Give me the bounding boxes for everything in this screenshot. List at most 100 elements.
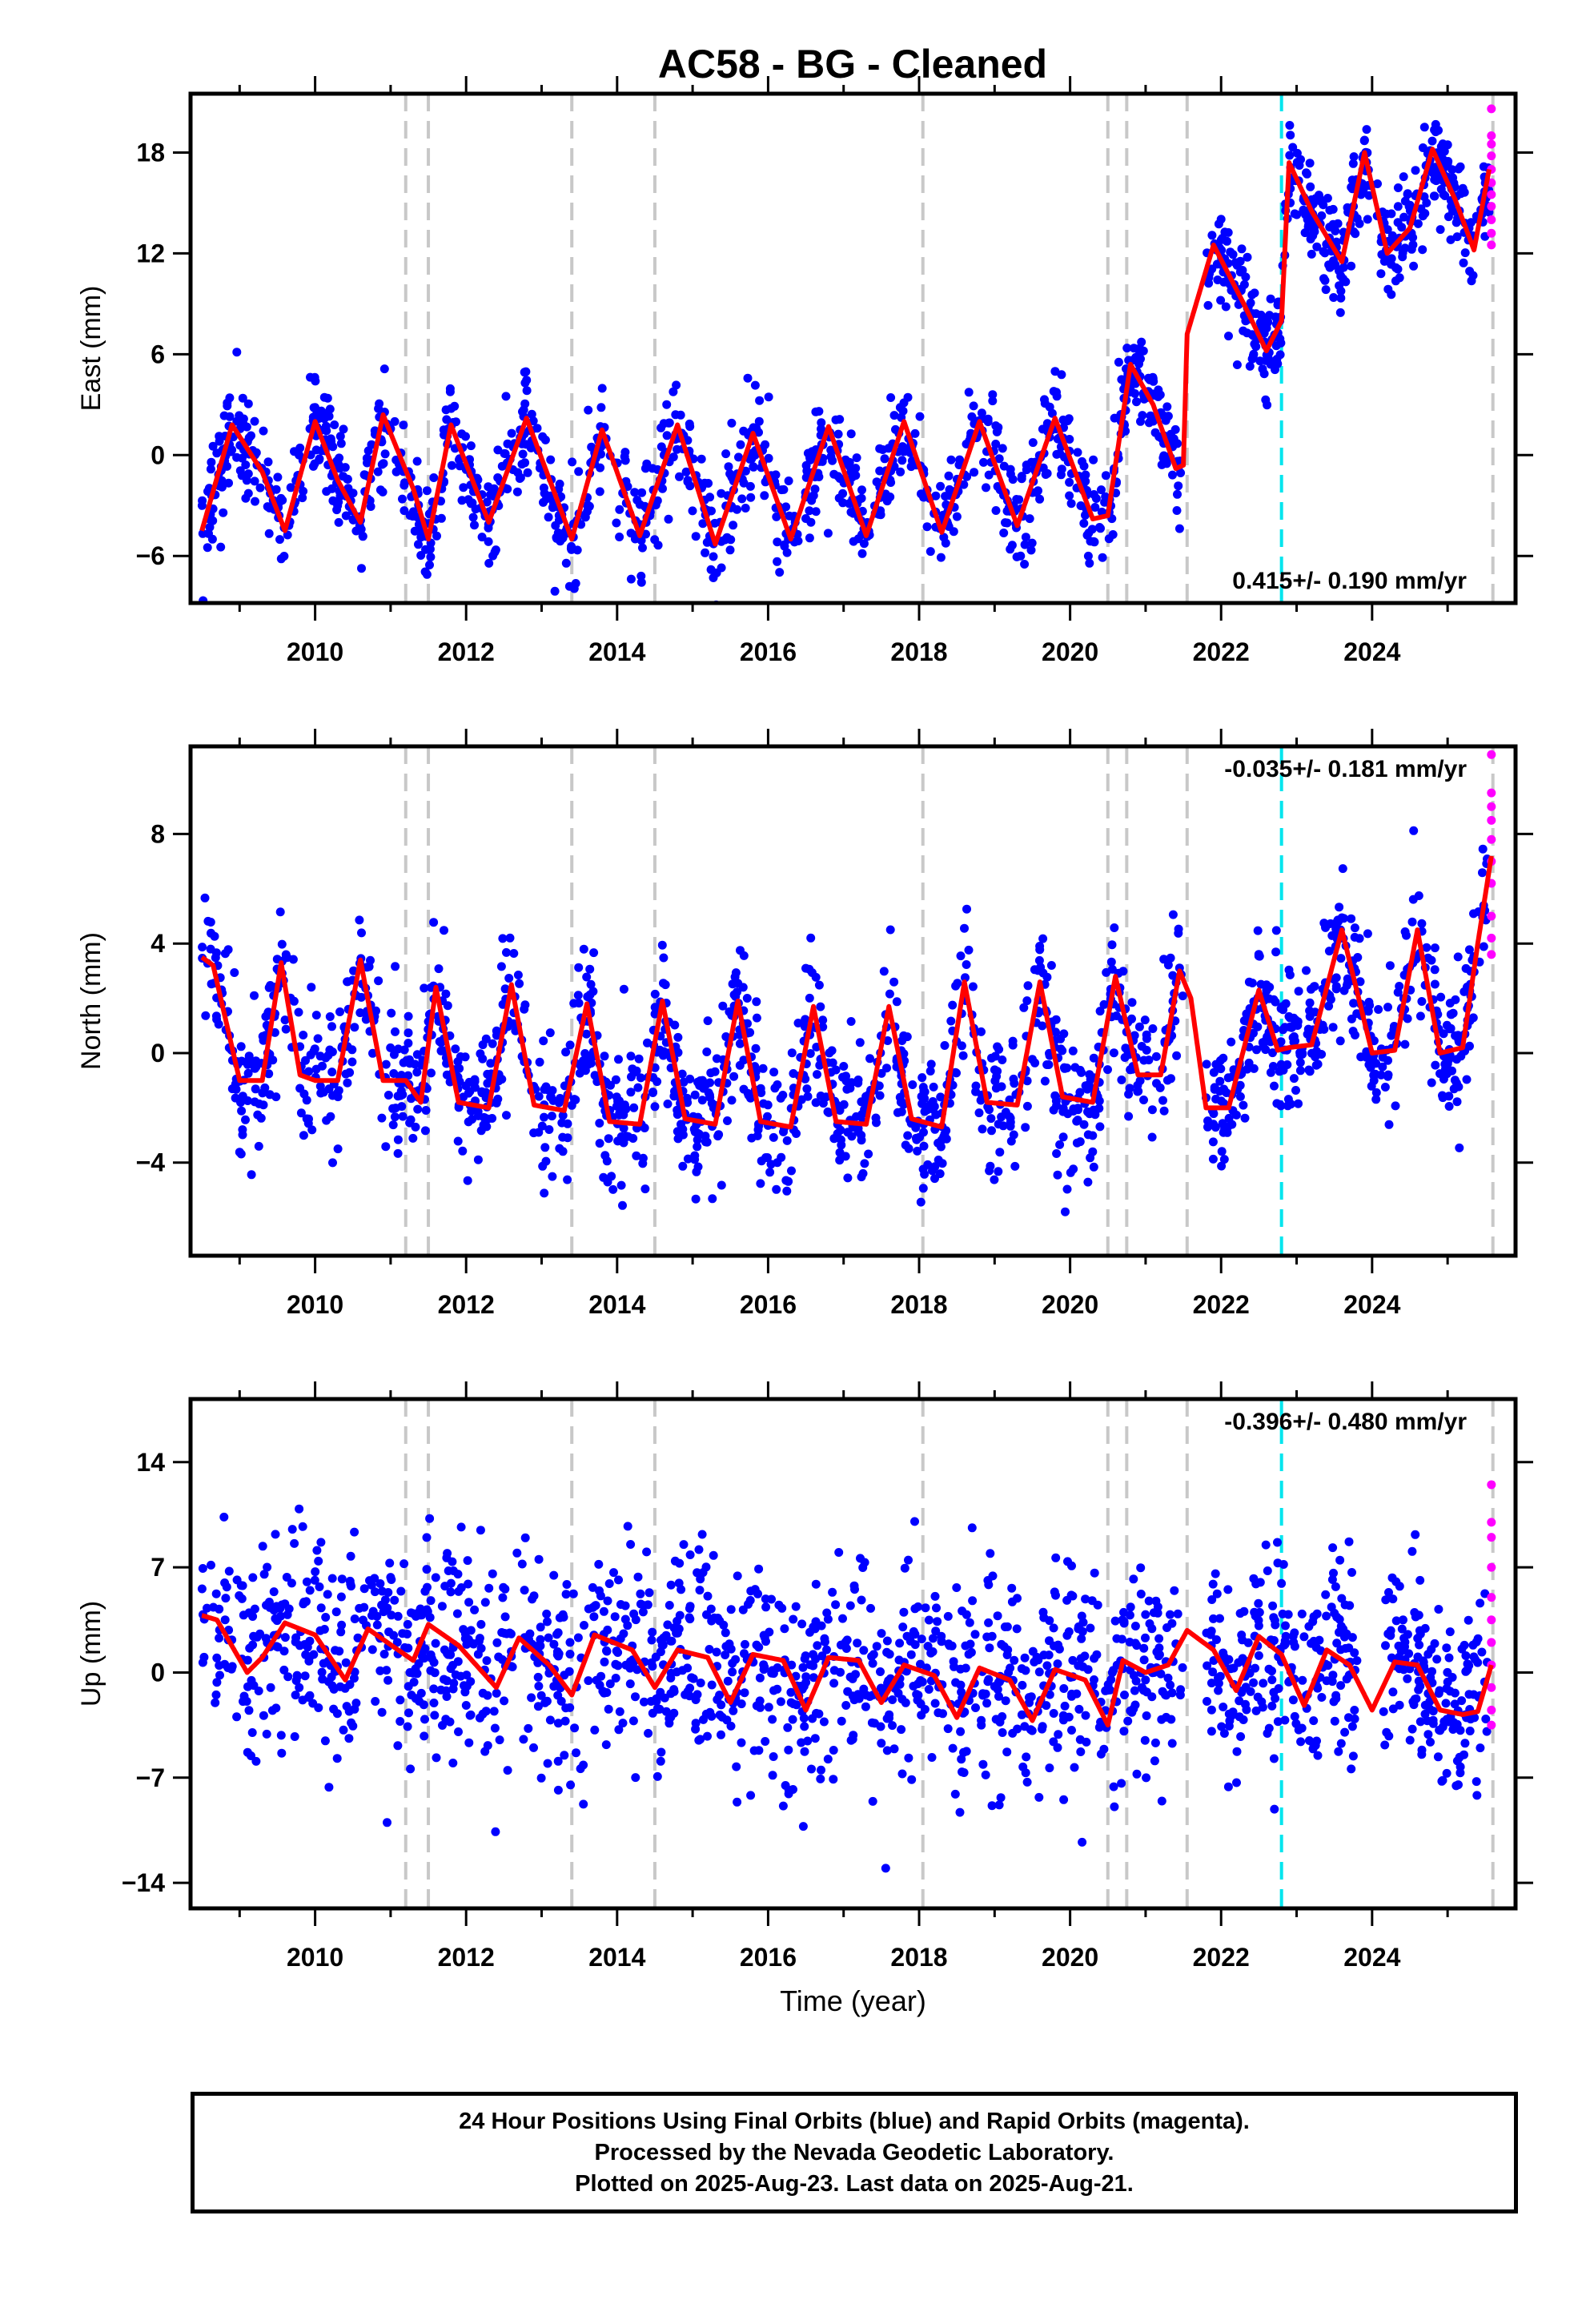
final-orbit-point <box>632 1665 642 1675</box>
final-orbit-point <box>411 1122 420 1132</box>
final-orbit-point <box>1465 267 1475 276</box>
final-orbit-point <box>264 1598 274 1606</box>
final-orbit-point <box>773 557 782 566</box>
final-orbit-point <box>348 1721 358 1731</box>
final-orbit-point <box>793 537 803 545</box>
final-orbit-point <box>628 1716 638 1726</box>
final-orbit-point <box>1368 1054 1378 1063</box>
final-orbit-point <box>578 1056 588 1066</box>
final-orbit-point <box>924 1615 934 1625</box>
final-orbit-point <box>1409 261 1419 271</box>
final-orbit-point <box>410 526 420 536</box>
final-orbit-point <box>302 1096 311 1105</box>
final-orbit-point <box>249 1631 259 1641</box>
final-orbit-point <box>751 1043 761 1053</box>
final-orbit-point <box>539 1036 548 1046</box>
final-orbit-point <box>1178 1663 1187 1672</box>
final-orbit-point <box>465 1087 475 1096</box>
final-orbit-point <box>564 581 574 591</box>
final-orbit-point <box>1124 1112 1134 1121</box>
final-orbit-point <box>1349 152 1359 162</box>
final-orbit-point <box>1352 1656 1362 1666</box>
final-orbit-point <box>1158 1096 1167 1105</box>
final-orbit-point <box>1417 997 1427 1006</box>
final-orbit-point <box>464 1117 473 1127</box>
final-orbit-point <box>1223 1585 1233 1594</box>
final-orbit-point <box>1427 1078 1436 1088</box>
final-orbit-point <box>818 1022 828 1031</box>
final-orbit-point <box>635 500 644 509</box>
final-orbit-point <box>996 1793 1006 1803</box>
final-orbit-point <box>477 1087 487 1096</box>
final-orbit-point <box>373 467 383 476</box>
final-orbit-point <box>843 1173 853 1183</box>
final-orbit-point <box>985 1105 994 1115</box>
final-orbit-point <box>857 1172 866 1182</box>
final-orbit-point <box>421 1106 431 1115</box>
final-orbit-point <box>907 1775 917 1784</box>
final-orbit-point <box>1259 1679 1268 1688</box>
final-orbit-point <box>505 933 515 943</box>
final-orbit-point <box>772 512 781 521</box>
final-orbit-point <box>995 1148 1005 1157</box>
final-orbit-point <box>261 1634 271 1643</box>
final-orbit-point <box>825 1048 834 1058</box>
final-orbit-point <box>1228 250 1238 259</box>
final-orbit-point <box>545 1028 555 1038</box>
final-orbit-point <box>341 1658 351 1667</box>
final-orbit-point <box>690 1127 700 1136</box>
final-orbit-point <box>717 1712 727 1722</box>
final-orbit-point <box>1261 1540 1271 1550</box>
final-orbit-point <box>398 494 407 504</box>
final-orbit-point <box>420 1731 429 1741</box>
final-orbit-point <box>895 1638 905 1648</box>
final-orbit-point <box>1232 1778 1241 1787</box>
final-orbit-point <box>871 1113 881 1123</box>
final-orbit-point <box>838 1614 847 1623</box>
final-orbit-point <box>628 1064 637 1074</box>
final-orbit-point <box>1397 223 1407 232</box>
final-orbit-point <box>1239 326 1248 336</box>
final-orbit-point <box>1007 1583 1017 1593</box>
final-orbit-point <box>1110 1616 1120 1626</box>
final-orbit-point <box>520 368 529 377</box>
final-orbit-point <box>931 1626 941 1636</box>
final-orbit-point <box>717 1180 726 1190</box>
final-orbit-point <box>420 1715 429 1724</box>
final-orbit-point <box>1148 1024 1158 1033</box>
final-orbit-point <box>1020 540 1030 549</box>
final-orbit-point <box>287 1525 297 1534</box>
final-orbit-point <box>633 1083 643 1092</box>
final-orbit-point <box>964 388 974 397</box>
final-orbit-point <box>494 1652 504 1662</box>
final-orbit-point <box>332 505 342 515</box>
final-orbit-point <box>812 1708 821 1718</box>
final-orbit-point <box>1051 1553 1061 1562</box>
final-orbit-point <box>1049 1709 1058 1718</box>
final-orbit-point <box>745 1595 755 1605</box>
final-orbit-point <box>500 1612 510 1622</box>
final-orbit-point <box>565 1638 575 1647</box>
final-orbit-point <box>1439 155 1448 165</box>
final-orbit-point <box>1132 1769 1142 1779</box>
final-orbit-point <box>392 1638 402 1647</box>
final-orbit-point <box>555 1144 564 1153</box>
final-orbit-point <box>1006 1136 1016 1146</box>
final-orbit-point <box>1141 1610 1150 1619</box>
final-orbit-point <box>884 444 893 453</box>
final-orbit-point <box>1267 1667 1276 1676</box>
final-orbit-point <box>752 1013 761 1023</box>
final-orbit-point <box>1224 332 1233 341</box>
final-orbit-point <box>1022 1076 1032 1086</box>
final-orbit-point <box>970 468 979 477</box>
final-orbit-point <box>855 1038 865 1047</box>
final-orbit-point <box>1155 390 1165 400</box>
final-orbit-point <box>549 1570 559 1580</box>
final-orbit-point <box>1109 1048 1118 1058</box>
final-orbit-point <box>897 1725 906 1735</box>
final-orbit-point <box>251 1756 261 1766</box>
final-orbit-point <box>1391 1101 1400 1111</box>
final-orbit-point <box>388 1120 398 1130</box>
final-orbit-point <box>501 392 511 401</box>
final-orbit-point <box>1172 1051 1182 1060</box>
